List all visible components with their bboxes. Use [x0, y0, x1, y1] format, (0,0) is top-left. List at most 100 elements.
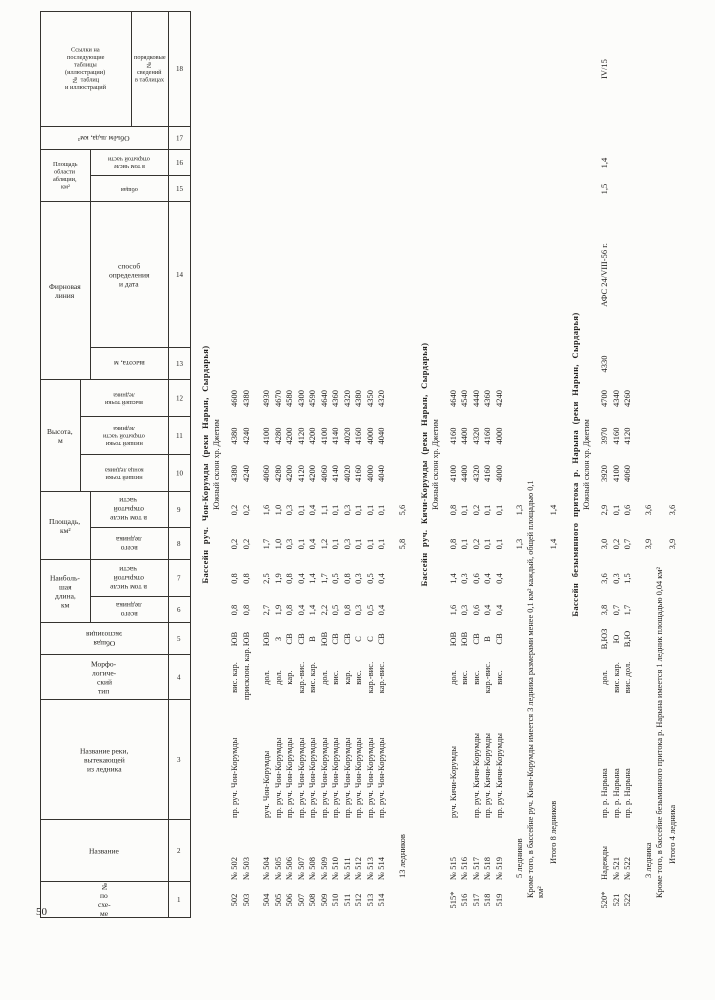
cell-h_top: 4640 [318, 390, 329, 407]
cell-h_open: 4000 [364, 427, 375, 445]
cell-area_o: 0,2 [470, 504, 481, 516]
cell-area_t: 1,3 [514, 538, 524, 550]
cell-exp: ЮВ [447, 631, 458, 647]
cell-h_top: 4350 [364, 390, 375, 407]
cell-firn_h: 4330 [599, 355, 609, 373]
cell-h_end: 4320 [470, 465, 481, 482]
cell-name: № 513 [364, 857, 375, 880]
cell-len_o: 1,7 [318, 573, 329, 584]
cell-h_open: 4400 [459, 427, 469, 445]
cell-type: кар.-вис. [295, 661, 306, 694]
slope-subtitle: Южный склон хр. Джетим [430, 419, 440, 510]
cell-type: кар.-вис. [376, 661, 386, 694]
cell-name: № 519 [493, 857, 504, 880]
cell-h_top: 4640 [447, 390, 458, 407]
cell-river: пр. руч. Чон-Корумды [376, 737, 386, 818]
cell-h_top: 4540 [459, 390, 469, 407]
cell-area_t: 1,0 [272, 538, 283, 550]
cell-name: № 507 [295, 857, 306, 880]
cell-len_o: 0,4 [376, 573, 386, 584]
cell-area_t: 3,9 [642, 538, 653, 550]
column-number: 15 [175, 185, 183, 193]
cell-h_open: 4020 [341, 427, 352, 445]
cell-n: 512 [353, 893, 363, 907]
cell-h_top: 4590 [307, 390, 317, 407]
column-number: 17 [175, 134, 183, 143]
column-number: 14 [175, 271, 183, 279]
cell-h_top: 4320 [341, 390, 352, 407]
cell-h_end: 4060 [318, 465, 329, 482]
cell-exp: СВ [376, 633, 386, 645]
cell-h_end: 4060 [261, 465, 271, 482]
glacier-row: 516 № 516 вис. ЮВ 0,3 0,3 0,1 0,1 4400 4400 4540 [459, 11, 470, 918]
cell-len_o: 0,5 [330, 573, 340, 584]
cell-n: 521 [610, 893, 621, 907]
cell-type: присклон. кар. [240, 647, 251, 700]
cell-area_o: 1,6 [261, 504, 271, 516]
col-header-alt-open-low: низшей точки открытой части ледника [103, 425, 145, 448]
cell-len_t: 1,9 [272, 604, 283, 616]
cell-area_o: 0,1 [493, 504, 504, 516]
glacier-row: 514 № 514 пр. руч. Чон-Корумды кар.-вис. СВ 0… [376, 11, 387, 918]
cell-name: Надежды [599, 846, 609, 880]
cell-h_end: 4200 [307, 465, 317, 482]
cell-n: 503 [240, 893, 251, 907]
cell-name: № 518 [482, 857, 492, 880]
cell-len_o: 0,8 [229, 573, 239, 584]
col-header-ice-volume: Объём льда, км³ [78, 134, 130, 143]
col-header-firn-altitude: высота, м [113, 359, 145, 369]
cell-h_top: 4380 [353, 390, 363, 407]
cell-len_o: 0,8 [341, 573, 352, 584]
cell-h_top: 4240 [493, 390, 504, 407]
cell-exp: З [272, 636, 283, 642]
group-header-references: Ссылки на последующие таблицы (иллюстрац… [65, 46, 106, 92]
cell-area_o: 0,1 [330, 504, 340, 516]
col-header-name: Название [89, 846, 119, 856]
cell-h_open: 4380 [229, 427, 239, 445]
cell-h_open: 4160 [482, 427, 492, 445]
cell-len_o: 0,3 [610, 573, 621, 584]
cell-area_t: 0,1 [376, 538, 386, 550]
summary-label: 3 ледника [642, 842, 653, 878]
cell-area_o: 0,1 [353, 504, 363, 516]
cell-len_o: 0,8 [284, 573, 294, 584]
summary-row: Итого 4 ледника 3,9 3,6 [667, 11, 678, 918]
basin-title: Бассейн руч. Кичи-Корумды (реки Нарын, С… [418, 342, 429, 587]
cell-area_o: 0,1 [459, 504, 469, 516]
cell-area_t: 0,2 [229, 538, 239, 550]
glacier-row: 522 № 522 пр. р. Нарына вис. дол. В,Ю 1,7 1,5 0… [622, 11, 633, 918]
glacier-row: 507 № 507 пр. руч. Чон-Корумды кар.-вис. СВ 0… [296, 11, 307, 918]
cell-h_end: 4160 [482, 465, 492, 482]
cell-area_t: 0,1 [353, 538, 363, 550]
cell-h_top: 4300 [295, 390, 306, 407]
cell-len_o: 0,4 [482, 573, 492, 584]
cell-n: 518 [482, 893, 492, 907]
cell-len_o: 0,3 [353, 573, 363, 584]
cell-type: кар. [284, 670, 294, 685]
cell-river: пр. р. Нарына [622, 768, 632, 818]
cell-n: 514 [376, 893, 386, 907]
cell-type: дол. [599, 670, 609, 685]
cell-h_open: 4160 [447, 427, 458, 445]
cell-n: 516 [459, 893, 469, 907]
cell-h_open: 4160 [610, 427, 621, 445]
cell-type: вис. [493, 670, 504, 685]
cell-area_t: 0,2 [610, 538, 621, 550]
group-header-area: Площадь, км² [49, 517, 81, 535]
cell-exp: С [364, 636, 375, 642]
cell-river: пр. руч. Чон-Корумды [364, 737, 375, 818]
cell-h_end: 4020 [341, 465, 352, 482]
cell-area_o: 1,0 [272, 504, 283, 516]
cell-abl_o: 1,4 [599, 157, 609, 169]
cell-h_open: 4320 [470, 427, 481, 445]
group-header-length: Наиболь- шая длина, км [50, 573, 80, 610]
cell-h_end: 4060 [622, 465, 632, 482]
page-number: 50 [36, 906, 47, 918]
cell-h_top: 4670 [272, 390, 283, 407]
cell-h_top: 4700 [599, 390, 609, 407]
cell-name: № 517 [470, 857, 481, 880]
cell-abl_t: 1,5 [599, 183, 609, 195]
cell-area_t: 0,3 [284, 538, 294, 550]
cell-len_t: 0,8 [229, 604, 239, 616]
cell-h_top: 4580 [284, 390, 294, 407]
